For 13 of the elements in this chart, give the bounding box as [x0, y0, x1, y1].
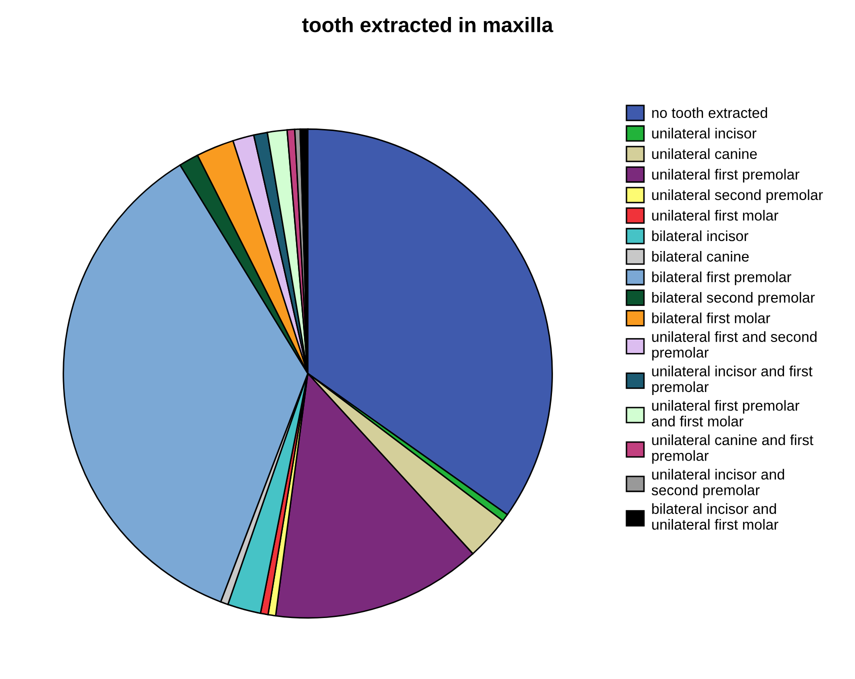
- legend-label: bilateral canine: [652, 250, 749, 262]
- legend-label: unilateral canine: [652, 148, 757, 160]
- legend-label: no tooth extracted: [652, 107, 768, 118]
- legend-label: bilateral incisor and unilateral first molar: [652, 503, 778, 530]
- legend-label: bilateral first premolar: [652, 272, 792, 286]
- legend-label: unilateral first premolar: [652, 168, 800, 182]
- chart-title: tooth extracted in maxilla: [302, 16, 554, 32]
- legend-label: bilateral first molar: [652, 312, 770, 324]
- legend-label: bilateral second premolar: [652, 292, 815, 306]
- legend-label: unilateral second premolar: [652, 189, 823, 203]
- legend-label: unilateral first molar: [652, 210, 778, 221]
- legend-label: unilateral incisor: [652, 128, 756, 139]
- legend-label: bilateral incisor: [652, 230, 748, 242]
